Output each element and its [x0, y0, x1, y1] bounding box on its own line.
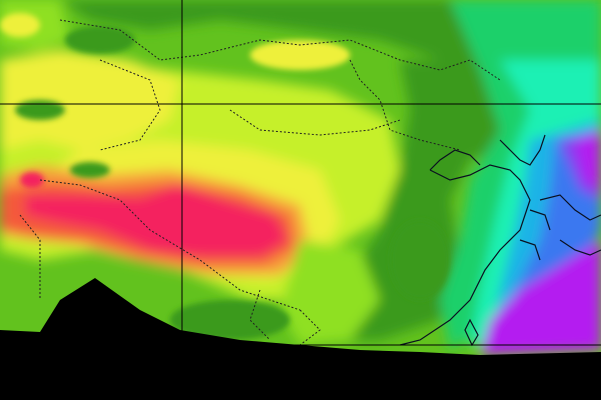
field-dark-pocket-3 — [70, 162, 110, 178]
country-borders — [19, 19, 501, 346]
field-yellow-northwest — [0, 50, 180, 150]
field-dark-green-east — [330, 60, 520, 340]
field-light-green-south — [280, 240, 380, 345]
field-yellow-pocket-2 — [0, 13, 40, 37]
field-blue — [500, 130, 601, 330]
no-data-mask — [0, 278, 601, 400]
field-yellow-pocket — [250, 40, 350, 70]
field-dark-pocket-4 — [390, 220, 450, 300]
field-hot-spot — [20, 172, 44, 188]
coastlines — [399, 134, 601, 347]
field-dark-pocket-2 — [15, 100, 65, 120]
field-purple-ne — [575, 130, 601, 190]
field-dark-pocket-1 — [65, 26, 135, 54]
field-hot-core — [25, 185, 288, 256]
field-purple — [480, 240, 601, 355]
